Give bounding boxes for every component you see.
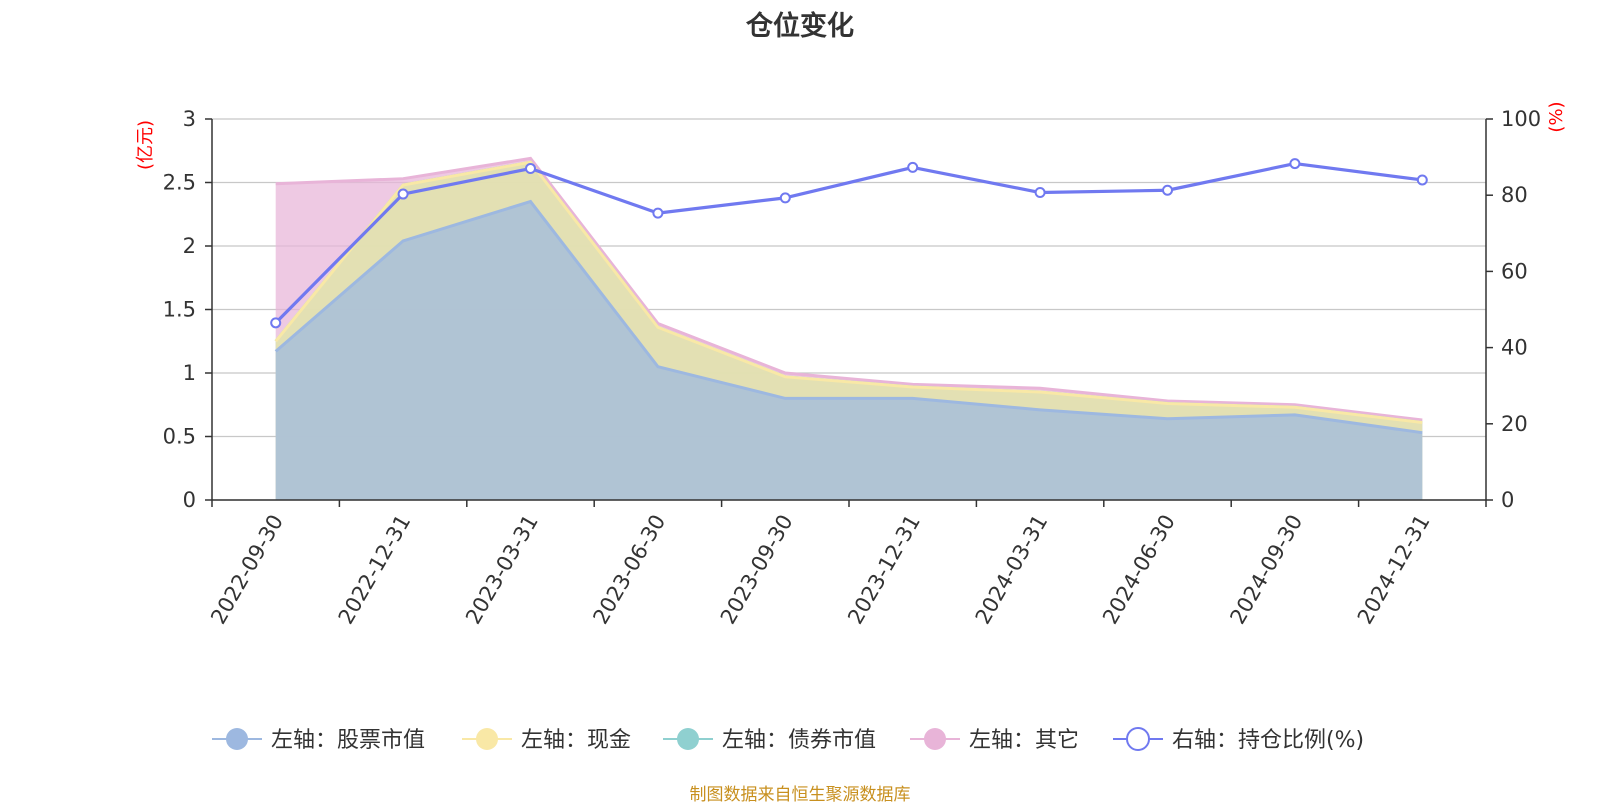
holding-ratio-point [652,207,664,219]
holding-ratio-point [1289,158,1301,170]
left-axis-unit: (亿元) [135,120,156,170]
left-tick-label: 2 [183,234,196,258]
source-note: 制图数据来自恒生聚源数据库 [689,785,911,805]
legend-swatch-marker [1126,727,1150,751]
right-tick-label: 40 [1501,336,1528,360]
legend-label: 左轴：股票市值 [271,728,425,753]
holding-ratio-point [397,188,409,200]
holding-ratio-line [270,158,1428,329]
legend-label: 左轴：债券市值 [722,728,876,753]
right-tick-label: 20 [1501,412,1528,436]
x-tick-label: 2023-03-31 [461,511,543,629]
left-tick-label: 1.5 [163,298,196,322]
holding-ratio-point [907,161,919,173]
area-0-fill [275,201,1423,501]
legend-swatch-marker [924,728,946,750]
left-tick-label: 0 [183,488,196,512]
area-1-edge [274,160,1423,425]
legend-swatch-marker [677,728,699,750]
x-tick-label: 2023-12-31 [843,510,925,628]
right-axis-unit: (%) [1546,101,1567,132]
x-tick-label: 2024-06-30 [1098,511,1180,629]
right-tick-label: 60 [1501,259,1528,283]
left-tick-label: 1 [183,361,196,385]
left-tick-label: 0.5 [163,425,196,449]
x-tick-label: 2024-12-31 [1353,511,1435,629]
right-tick-label: 0 [1501,488,1514,512]
holding-ratio-point [270,317,282,329]
legend-label: 右轴：持仓比例(%) [1172,728,1364,753]
x-tick-label: 2024-03-31 [971,511,1053,629]
stacked-areas [274,156,1423,501]
legend: 左轴：股票市值 左轴：现金 左轴：债券市值 左轴：其它 右轴：持仓比例(%) [212,727,1364,753]
left-tick-label: 3 [183,107,196,131]
holding-ratio-point [779,192,791,204]
right-tick-label: 100 [1501,107,1541,131]
holding-ratio-point [1162,184,1173,196]
x-tick-label: 2022-12-31 [334,510,416,628]
left-tick-label: 2.5 [163,171,196,195]
area-3-edge [275,156,1423,422]
legend-swatch-marker [226,728,248,750]
right-tick-label: 80 [1501,183,1528,207]
x-tick-label: 2022-09-30 [206,511,288,629]
chart-title: 仓位变化 [746,11,854,42]
x-tick-label: 2023-09-30 [716,511,798,629]
holding-ratio-point [525,163,536,175]
holding-ratio-polyline [274,161,1423,324]
holding-ratio-point [1416,174,1428,186]
holding-ratio-point [1034,187,1046,199]
legend-swatch-marker [476,728,498,750]
legend-label: 左轴：现金 [521,728,631,753]
x-tick-label: 2024-09-30 [1225,511,1307,629]
x-tick-label: 2023-06-30 [588,511,670,629]
area-0-edge [274,199,1423,435]
legend-label: 左轴：其它 [969,728,1079,753]
